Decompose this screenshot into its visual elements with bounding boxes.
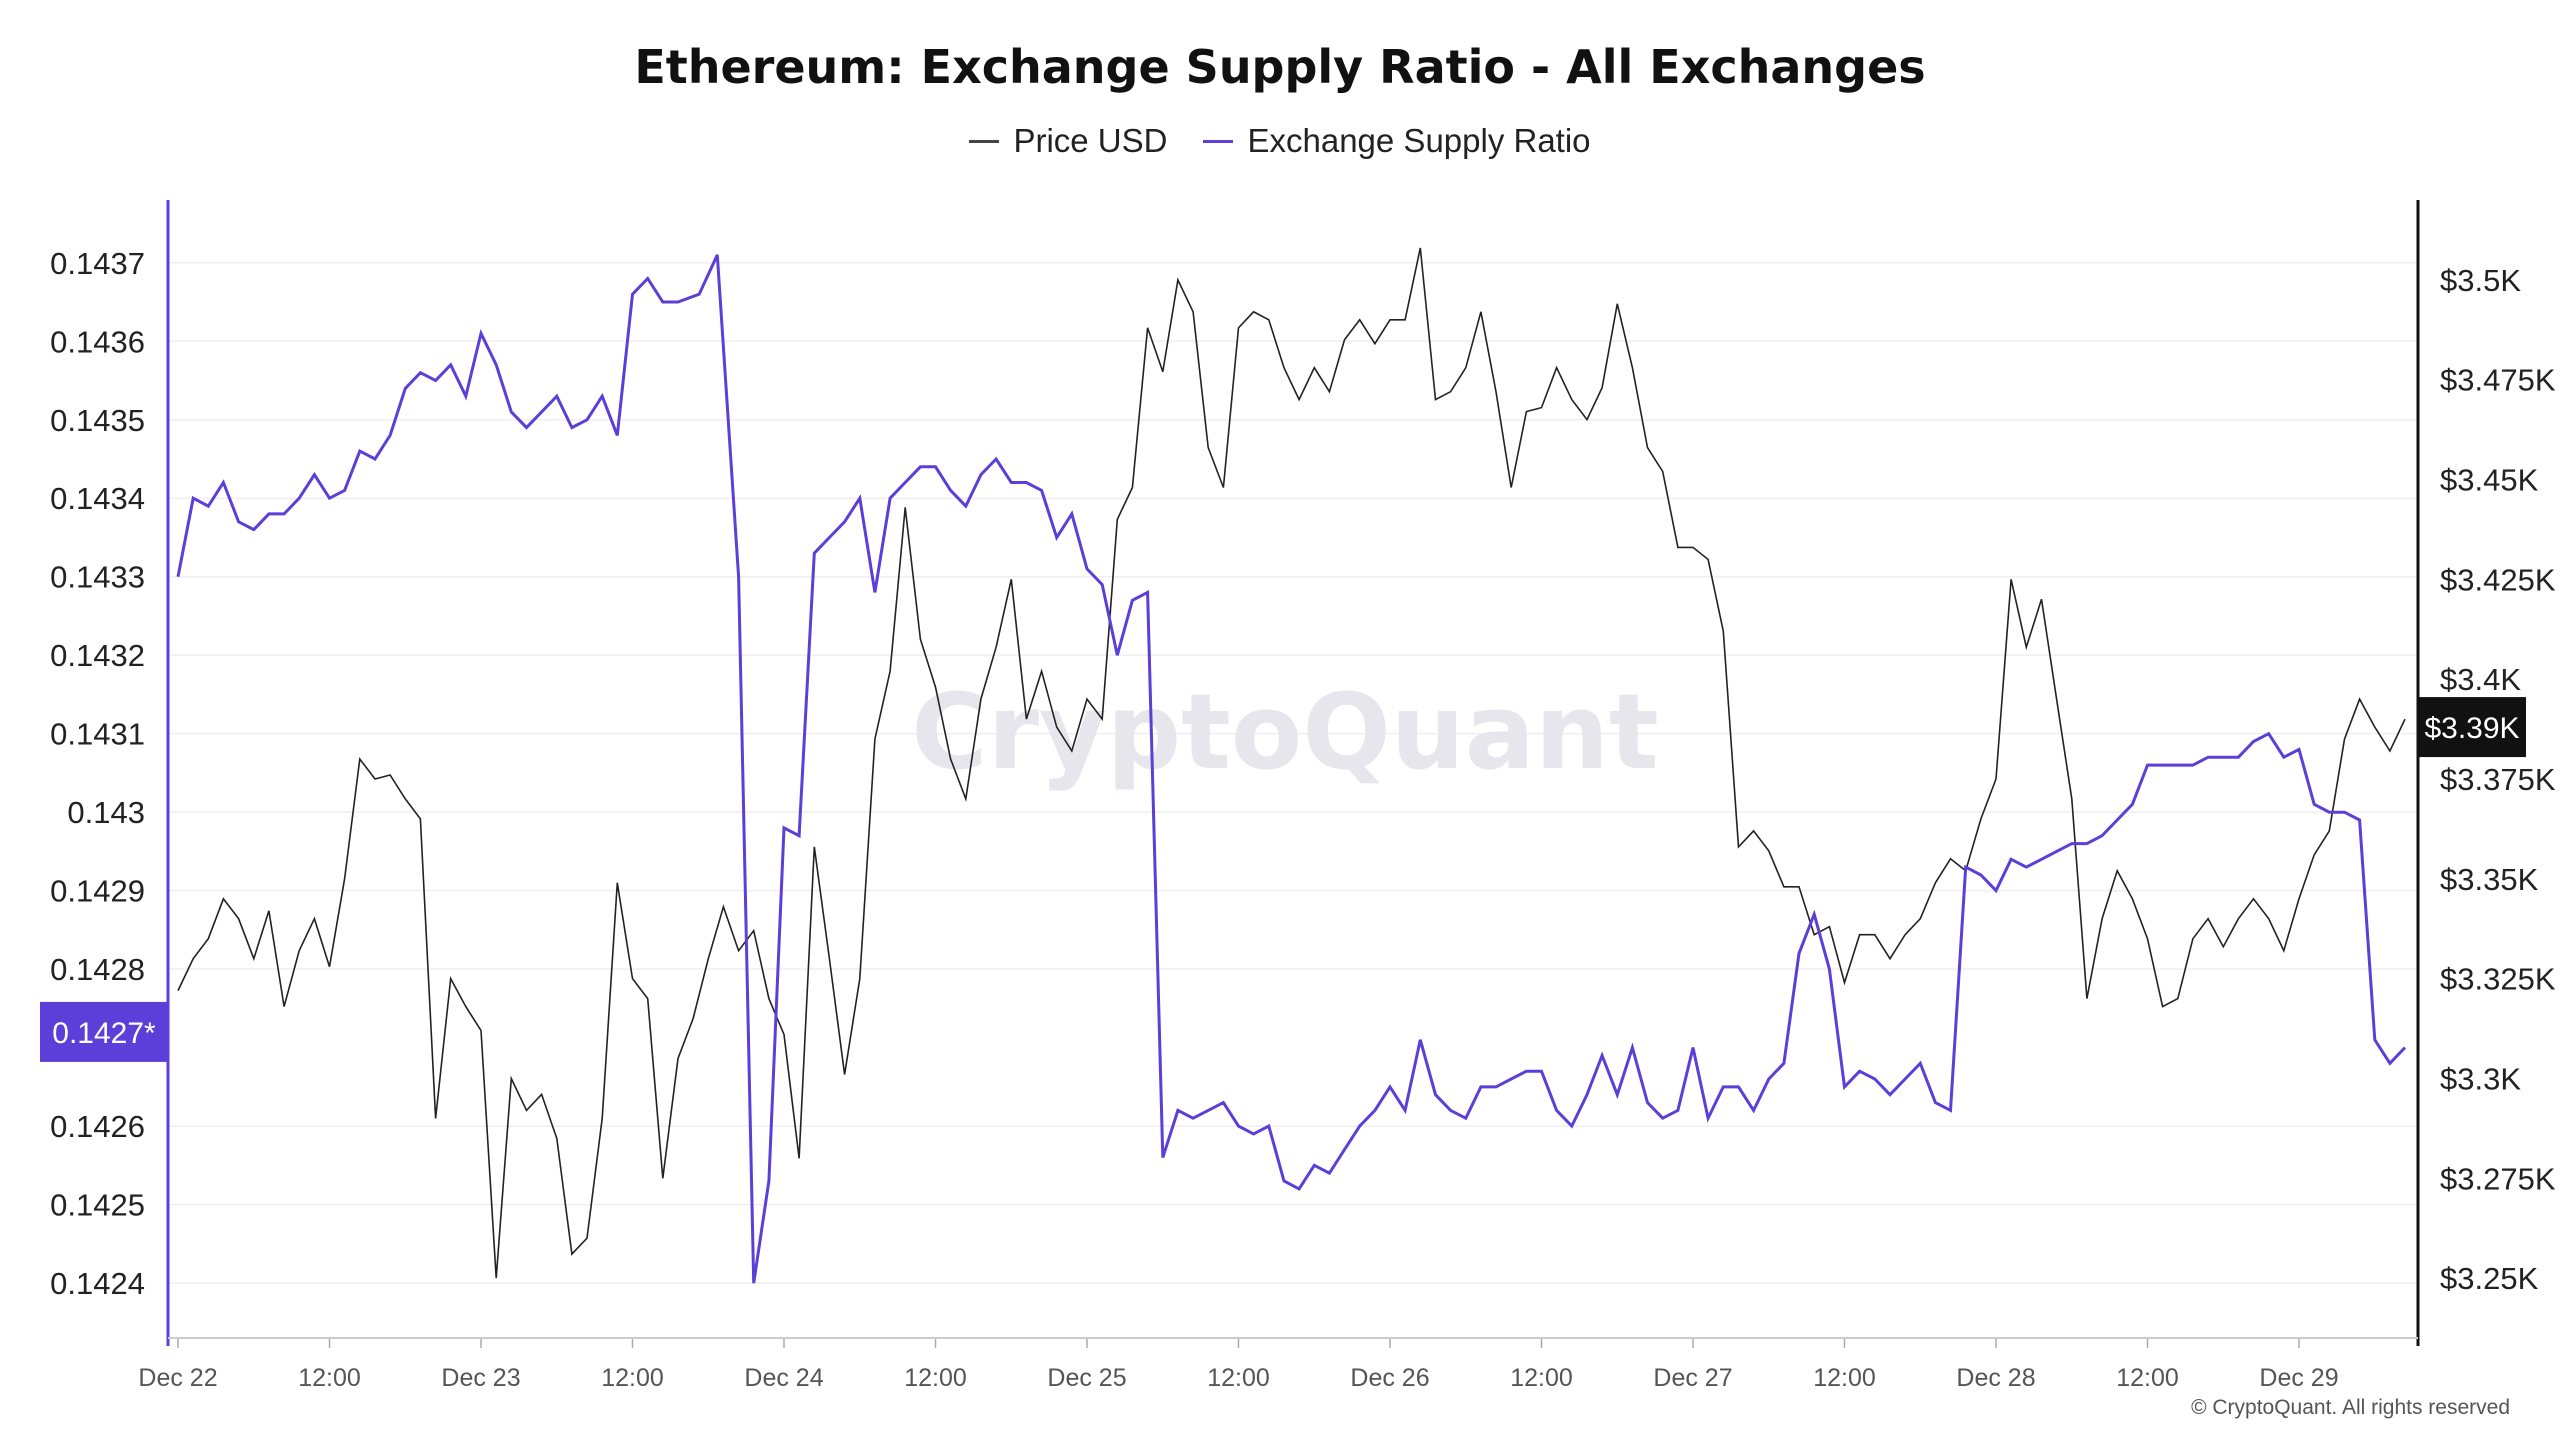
gridlines	[168, 262, 2418, 1284]
x-tick-label: Dec 22	[138, 1364, 217, 1392]
left-tick-label: 0.143	[67, 795, 145, 830]
legend-item-ratio[interactable]: Exchange Supply Ratio	[1203, 122, 1591, 160]
legend-swatch-price	[969, 139, 1000, 143]
right-tick-label: $3.25K	[2440, 1261, 2539, 1296]
x-tick-label: 12:00	[904, 1364, 967, 1392]
x-tick-label: 12:00	[601, 1364, 664, 1392]
x-tick-label: Dec 25	[1047, 1364, 1126, 1392]
x-tick-label: Dec 29	[2259, 1364, 2338, 1392]
right-tick-label: $3.4K	[2440, 662, 2521, 697]
legend-item-price[interactable]: Price USD	[969, 122, 1167, 160]
legend-swatch-ratio	[1203, 139, 1234, 143]
left-tick-label: 0.1436	[50, 324, 145, 359]
left-tick-label: 0.1425	[50, 1188, 145, 1223]
x-tick-label: Dec 23	[441, 1364, 520, 1392]
left-tick-label: 0.1424	[50, 1266, 145, 1301]
left-tick-label: 0.1434	[50, 481, 145, 516]
left-tick-label: 0.1435	[50, 403, 145, 438]
series-line-ratio[interactable]	[176, 254, 2407, 1284]
right-tick-label: $3.425K	[2440, 562, 2556, 597]
x-tick-label: 12:00	[298, 1364, 361, 1392]
right-tick-label: $3.475K	[2440, 363, 2556, 398]
series-line-price[interactable]	[177, 247, 2406, 1279]
right-tick-label: $3.375K	[2440, 762, 2556, 797]
current-ratio-badge-text: 0.1427*	[52, 1017, 156, 1050]
right-tick-label: $3.5K	[2440, 263, 2521, 298]
x-tick-label: 12:00	[1510, 1364, 1573, 1392]
current-price-badge-text: $3.39K	[2424, 712, 2519, 745]
current-ratio-badge: 0.1427*	[40, 1001, 168, 1062]
left-tick-label: 0.1437	[50, 246, 145, 281]
left-tick-label: 0.1428	[50, 952, 145, 987]
left-axis-ticks: 0.1437 0.1436 0.1435 0.1434 0.1433 0.1432 0.14…	[50, 246, 145, 1301]
x-tick-label: Dec 24	[744, 1364, 823, 1392]
x-tick-label: Dec 28	[1956, 1364, 2035, 1392]
x-axis-ticks: Dec 22 12:00 Dec 23 12:00 Dec 24 12:00 Dec 25 1…	[138, 1338, 2339, 1392]
x-tick-label: 12:00	[1207, 1364, 1270, 1392]
left-tick-label: 0.1433	[50, 560, 145, 595]
current-price-badge: $3.39K	[2418, 697, 2526, 758]
right-tick-label: $3.45K	[2440, 463, 2539, 498]
right-tick-label: $3.275K	[2440, 1161, 2556, 1196]
chart-title: Ethereum: Exchange Supply Ratio - All Ex…	[634, 40, 1926, 94]
legend-label-price: Price USD	[1013, 122, 1168, 159]
x-tick-label: 12:00	[2116, 1364, 2179, 1392]
right-axis-ticks: $3.5K $3.475K $3.45K $3.425K $3.4K $3.375K $3.…	[2440, 263, 2556, 1296]
x-tick-label: Dec 27	[1653, 1364, 1732, 1392]
copyright-notice: © CryptoQuant. All rights reserved	[2191, 1396, 2510, 1419]
right-tick-label: $3.35K	[2440, 862, 2539, 897]
left-tick-label: 0.1432	[50, 638, 145, 673]
legend: Price USD Exchange Supply Ratio	[0, 122, 2560, 160]
left-tick-label: 0.1431	[50, 717, 145, 752]
x-tick-label: 12:00	[1813, 1364, 1876, 1392]
left-tick-label: 0.1426	[50, 1109, 145, 1144]
x-tick-label: Dec 26	[1350, 1364, 1429, 1392]
right-tick-label: $3.3K	[2440, 1061, 2521, 1096]
right-tick-label: $3.325K	[2440, 962, 2556, 997]
legend-label-ratio: Exchange Supply Ratio	[1247, 122, 1591, 159]
left-tick-label: 0.1429	[50, 874, 145, 909]
